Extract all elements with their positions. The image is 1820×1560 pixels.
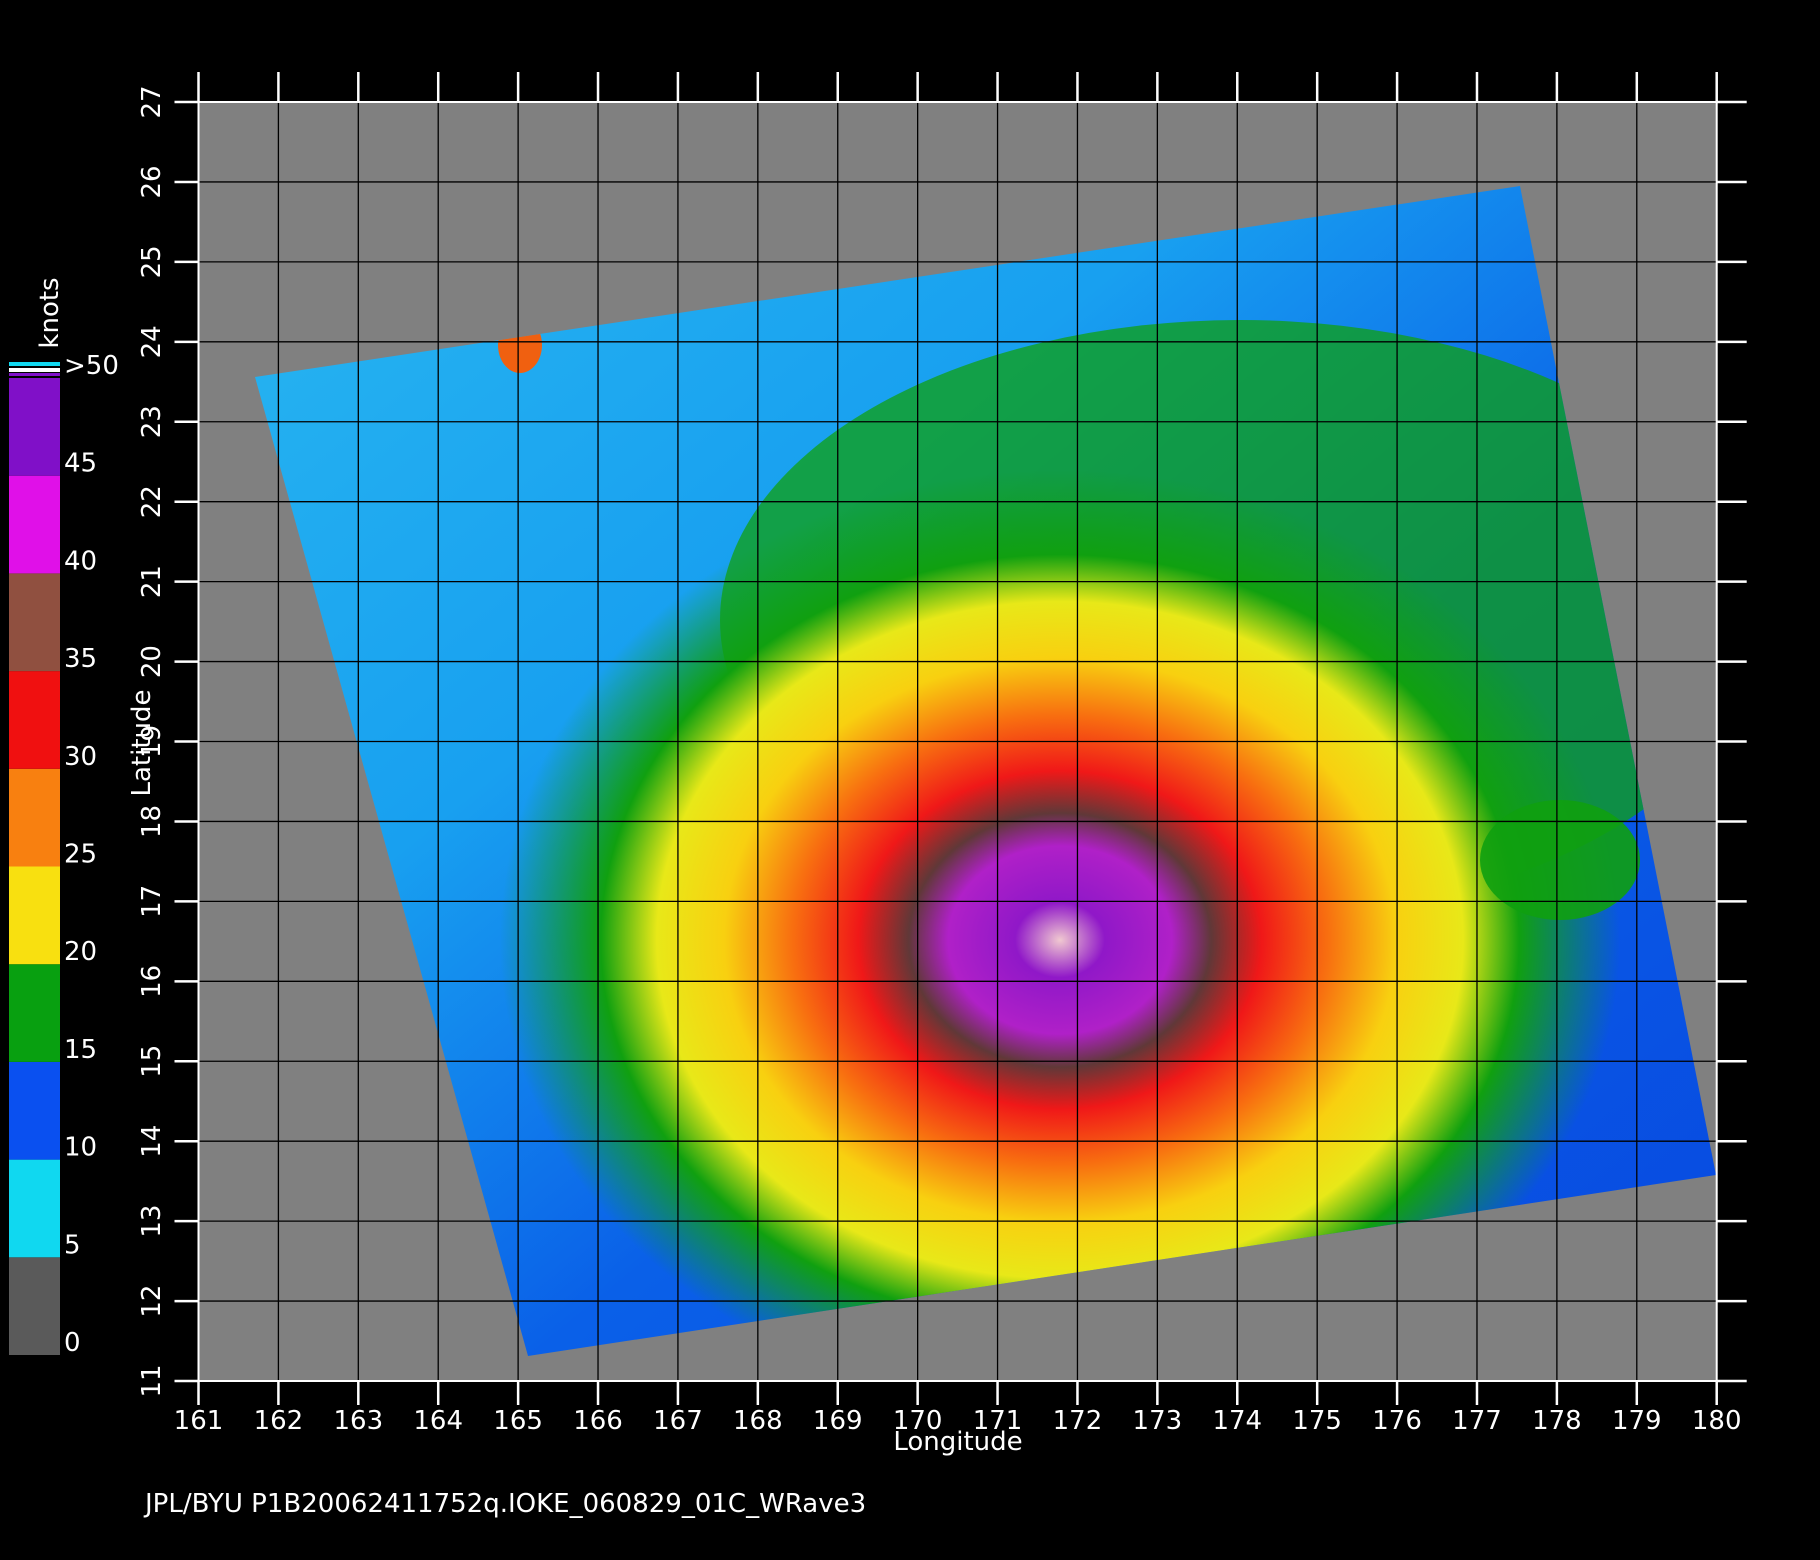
y-tick-label: 15 — [137, 1045, 167, 1078]
storm-field — [500, 470, 1620, 1356]
x-tick-label: 165 — [493, 1406, 543, 1436]
x-tick-label: 164 — [413, 1406, 463, 1436]
colorbar-tick-label: >50 — [64, 351, 119, 381]
y-tick-label: 21 — [137, 565, 167, 598]
x-tick-label: 170 — [893, 1406, 943, 1436]
x-tick-label: 179 — [1612, 1406, 1662, 1436]
colorbar-segment — [9, 475, 60, 574]
colorbar-segment — [9, 671, 60, 769]
y-tick-label: 11 — [137, 1364, 167, 1397]
colorbar-cap — [9, 373, 60, 376]
colorbar-tick-label: 30 — [64, 742, 97, 772]
colorbar-segment — [9, 1061, 60, 1160]
x-tick-label: 169 — [813, 1406, 863, 1436]
colorbar-tick-label: 35 — [64, 644, 97, 674]
colorbar-tick-label: 20 — [64, 937, 97, 967]
y-tick-label: 16 — [137, 965, 167, 998]
colorbar-segment — [9, 1257, 60, 1355]
y-tick-label: 26 — [137, 165, 167, 198]
colorbar-tick-label: 0 — [64, 1328, 81, 1358]
colorbar-segment — [9, 768, 60, 867]
x-tick-label: 177 — [1452, 1406, 1502, 1436]
colorbar-segment — [9, 573, 60, 672]
colorbar-tick-label: 40 — [64, 546, 97, 576]
y-tick-label: 19 — [137, 725, 167, 758]
x-tick-label: 171 — [973, 1406, 1023, 1436]
colorbar-segment — [9, 378, 60, 476]
x-tick-label: 175 — [1292, 1406, 1342, 1436]
x-tick-label: 161 — [174, 1406, 224, 1436]
y-tick-label: 22 — [137, 485, 167, 518]
colorbar-title: knots — [35, 277, 65, 348]
x-tick-label: 163 — [333, 1406, 383, 1436]
y-tick-label: 23 — [137, 405, 167, 438]
colorbar-cap — [9, 368, 60, 372]
colorbar-tick-label: 45 — [64, 449, 97, 479]
x-tick-label: 167 — [653, 1406, 703, 1436]
y-tick-label: 24 — [137, 325, 167, 358]
y-tick-label: 14 — [137, 1125, 167, 1158]
footer: JPL/BYU P1B20062411752q.IOKE_060829_01C_… — [143, 1489, 866, 1519]
x-axis-title: Longitude — [893, 1427, 1022, 1457]
y-axis-title: Latitude — [127, 689, 157, 796]
y-tick-label: 20 — [137, 645, 167, 678]
y-tick-label: 18 — [137, 805, 167, 838]
colorbar-tick-label: 25 — [64, 840, 97, 870]
x-tick-label: 162 — [254, 1406, 304, 1436]
x-tick-label: 178 — [1532, 1406, 1582, 1436]
x-tick-label: 168 — [733, 1406, 783, 1436]
x-tick-label: 172 — [1053, 1406, 1103, 1436]
colorbar-tick-label: 5 — [64, 1230, 81, 1260]
x-tick-label: 174 — [1212, 1406, 1262, 1436]
wind-swath — [255, 186, 1716, 1356]
colorbar-segment — [9, 1159, 60, 1258]
colorbar-cap — [9, 362, 60, 366]
y-tick-label: 17 — [137, 885, 167, 918]
green-patch — [1480, 800, 1640, 920]
x-tick-label: 173 — [1133, 1406, 1183, 1436]
colorbar-segment — [9, 866, 60, 965]
y-tick-label: 25 — [137, 245, 167, 278]
y-tick-label: 27 — [137, 85, 167, 118]
x-tick-label: 166 — [573, 1406, 623, 1436]
x-tick-label: 180 — [1692, 1406, 1742, 1436]
x-tick-label: 176 — [1372, 1406, 1422, 1436]
colorbar-segment — [9, 964, 60, 1062]
y-tick-label: 12 — [137, 1285, 167, 1318]
colorbar-tick-label: 10 — [64, 1133, 97, 1163]
colorbar-tick-label: 15 — [64, 1035, 97, 1065]
y-tick-label: 13 — [137, 1205, 167, 1238]
